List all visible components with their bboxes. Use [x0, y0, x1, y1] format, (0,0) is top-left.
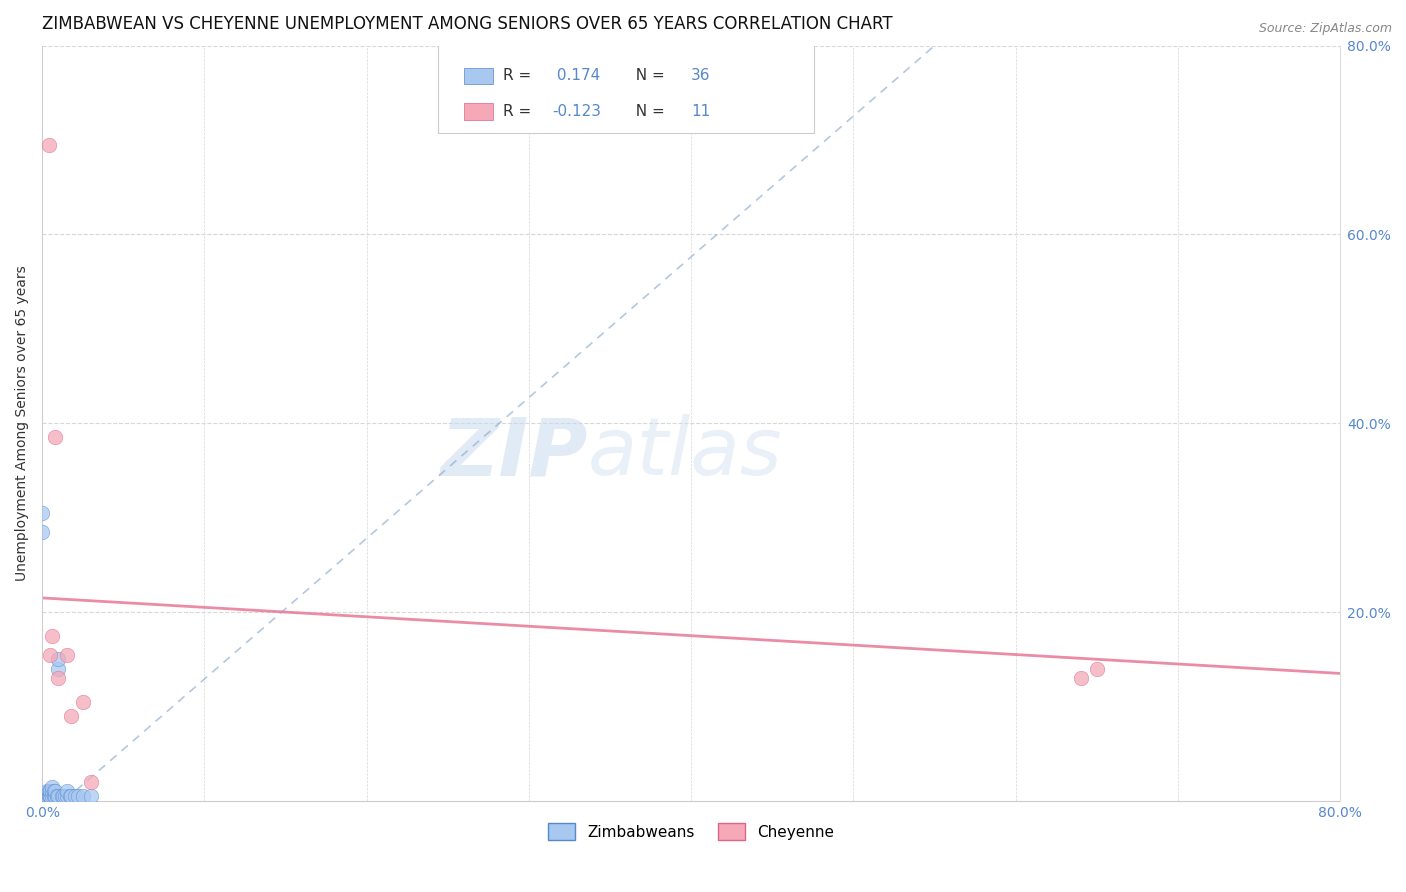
Point [1085, 662, 1108, 676]
Text: 11: 11 [692, 103, 710, 119]
Point [66, 789, 89, 804]
Point [35, 789, 58, 804]
Point [80, 789, 103, 804]
Point [1070, 671, 1092, 685]
Point [34, 789, 56, 804]
Point [35, 784, 58, 798]
Text: 36: 36 [692, 69, 710, 83]
Point [48, 671, 70, 685]
Point [32, 789, 55, 804]
Point [55, 784, 77, 798]
Point [39, 789, 62, 804]
FancyBboxPatch shape [439, 42, 814, 133]
Point [63, 789, 86, 804]
Point [42, 789, 65, 804]
Text: -0.123: -0.123 [553, 103, 602, 119]
Point [44, 789, 66, 804]
Point [31, 524, 53, 539]
Point [39, 789, 62, 804]
FancyBboxPatch shape [464, 103, 492, 120]
Point [39, 784, 62, 798]
FancyBboxPatch shape [464, 68, 492, 84]
Text: R =: R = [503, 69, 536, 83]
Point [39, 648, 62, 662]
Point [41, 629, 63, 643]
Point [31, 506, 53, 520]
Text: N =: N = [626, 103, 669, 119]
Point [72, 695, 94, 709]
Point [59, 789, 82, 804]
Point [52, 789, 75, 804]
Text: atlas: atlas [588, 415, 782, 492]
Point [38, 789, 60, 804]
Point [72, 789, 94, 804]
Point [35, 789, 58, 804]
Point [48, 652, 70, 666]
Point [44, 784, 66, 798]
Point [41, 780, 63, 794]
Text: ZIMBABWEAN VS CHEYENNE UNEMPLOYMENT AMONG SENIORS OVER 65 YEARS CORRELATION CHAR: ZIMBABWEAN VS CHEYENNE UNEMPLOYMENT AMON… [42, 15, 893, 33]
Point [60, 709, 83, 723]
Legend: Zimbabweans, Cheyenne: Zimbabweans, Cheyenne [541, 817, 841, 847]
Y-axis label: Unemployment Among Seniors over 65 years: Unemployment Among Seniors over 65 years [15, 266, 30, 582]
Point [48, 789, 70, 804]
Point [53, 789, 76, 804]
Point [55, 789, 77, 804]
Point [60, 789, 83, 804]
Point [80, 775, 103, 789]
Point [44, 430, 66, 444]
Point [42, 784, 65, 798]
Text: ZIP: ZIP [440, 415, 588, 492]
Point [41, 789, 63, 804]
Text: N =: N = [626, 69, 669, 83]
Text: 0.174: 0.174 [553, 69, 600, 83]
Point [38, 137, 60, 152]
Point [39, 789, 62, 804]
Text: Source: ZipAtlas.com: Source: ZipAtlas.com [1258, 22, 1392, 36]
Point [48, 662, 70, 676]
Point [55, 648, 77, 662]
Point [38, 784, 60, 798]
Text: R =: R = [503, 103, 536, 119]
Point [41, 784, 63, 798]
Point [34, 789, 56, 804]
Point [45, 789, 67, 804]
Point [51, 789, 73, 804]
